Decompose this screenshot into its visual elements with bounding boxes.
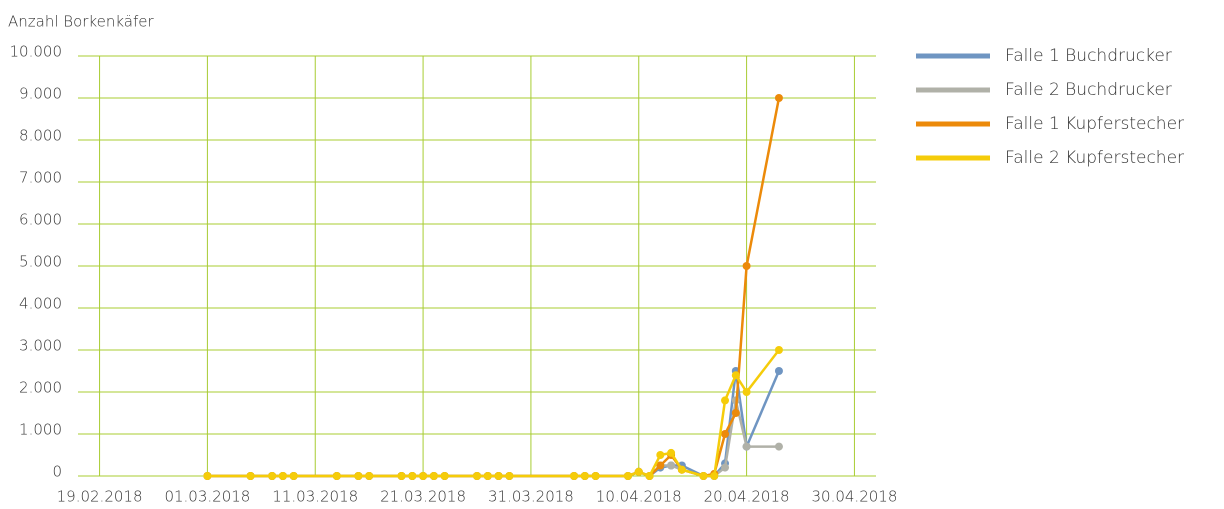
data-point [667, 461, 676, 470]
data-point [365, 472, 374, 480]
data-point [742, 442, 751, 451]
x-tick-label: 31.03.2018 [488, 488, 574, 506]
data-point [483, 472, 492, 480]
data-point [634, 467, 643, 476]
data-point [656, 451, 665, 459]
data-point [710, 472, 719, 480]
data-point [289, 472, 298, 480]
y-tick-label: 1.000 [19, 421, 62, 439]
data-point [268, 472, 277, 480]
y-tick-label: 10.000 [10, 43, 63, 61]
x-tick-label: 30.04.2018 [811, 488, 897, 506]
y-tick-label: 8.000 [19, 127, 62, 145]
y-tick-label: 2.000 [19, 379, 62, 397]
data-point [656, 461, 665, 470]
data-point [623, 472, 632, 480]
data-point [742, 388, 751, 396]
data-point [774, 367, 783, 375]
data-point [332, 472, 341, 480]
data-point [408, 472, 417, 480]
data-point [731, 371, 740, 380]
data-point [721, 396, 730, 405]
data-point [677, 465, 686, 474]
data-point [591, 472, 600, 480]
data-point [203, 472, 212, 480]
y-tick-label: 0 [52, 463, 62, 481]
data-point [645, 472, 654, 480]
data-point [419, 472, 428, 480]
data-point [580, 472, 589, 480]
data-point [721, 430, 730, 438]
y-tick-label: 5.000 [19, 253, 62, 271]
legend-label: Falle 2 Kupferstecher [1005, 148, 1184, 168]
data-point [667, 448, 676, 457]
y-tick-label: 9.000 [19, 85, 62, 103]
data-point [721, 463, 730, 472]
series-line [207, 97, 781, 478]
y-tick-label: 7.000 [19, 169, 62, 187]
x-tick-label: 10.04.2018 [596, 488, 682, 506]
data-point [774, 94, 783, 102]
series-line [207, 349, 780, 478]
y-tick-label: 4.000 [19, 295, 62, 313]
data-point [473, 472, 481, 480]
x-tick-label: 01.03.2018 [164, 488, 250, 506]
data-point [742, 262, 751, 270]
x-tick-label: 11.03.2018 [272, 488, 358, 506]
data-point [278, 472, 287, 480]
x-tick-label: 19.02.2018 [57, 488, 143, 506]
data-point [429, 472, 438, 480]
data-point [397, 472, 406, 480]
data-point [494, 472, 503, 480]
data-point [246, 472, 255, 480]
data-point [774, 346, 783, 354]
series-line [207, 370, 781, 478]
legend-label: Falle 1 Kupferstecher [1005, 114, 1184, 134]
data-point [731, 409, 740, 417]
x-tick-label: 21.03.2018 [380, 488, 466, 506]
data-point [570, 472, 579, 480]
data-point [699, 472, 708, 480]
legend-label: Falle 2 Buchdrucker [1005, 80, 1172, 100]
data-point [505, 472, 514, 480]
x-tick-label: 20.04.2018 [704, 488, 790, 506]
data-point [440, 472, 449, 480]
data-point [354, 472, 363, 480]
data-point [774, 442, 783, 451]
y-tick-label: 6.000 [19, 211, 62, 229]
y-tick-label: 3.000 [19, 337, 62, 355]
legend-label: Falle 1 Buchdrucker [1005, 46, 1172, 66]
chart-title: Anzahl Borkenkäfer [8, 13, 154, 31]
series-line [207, 400, 779, 478]
